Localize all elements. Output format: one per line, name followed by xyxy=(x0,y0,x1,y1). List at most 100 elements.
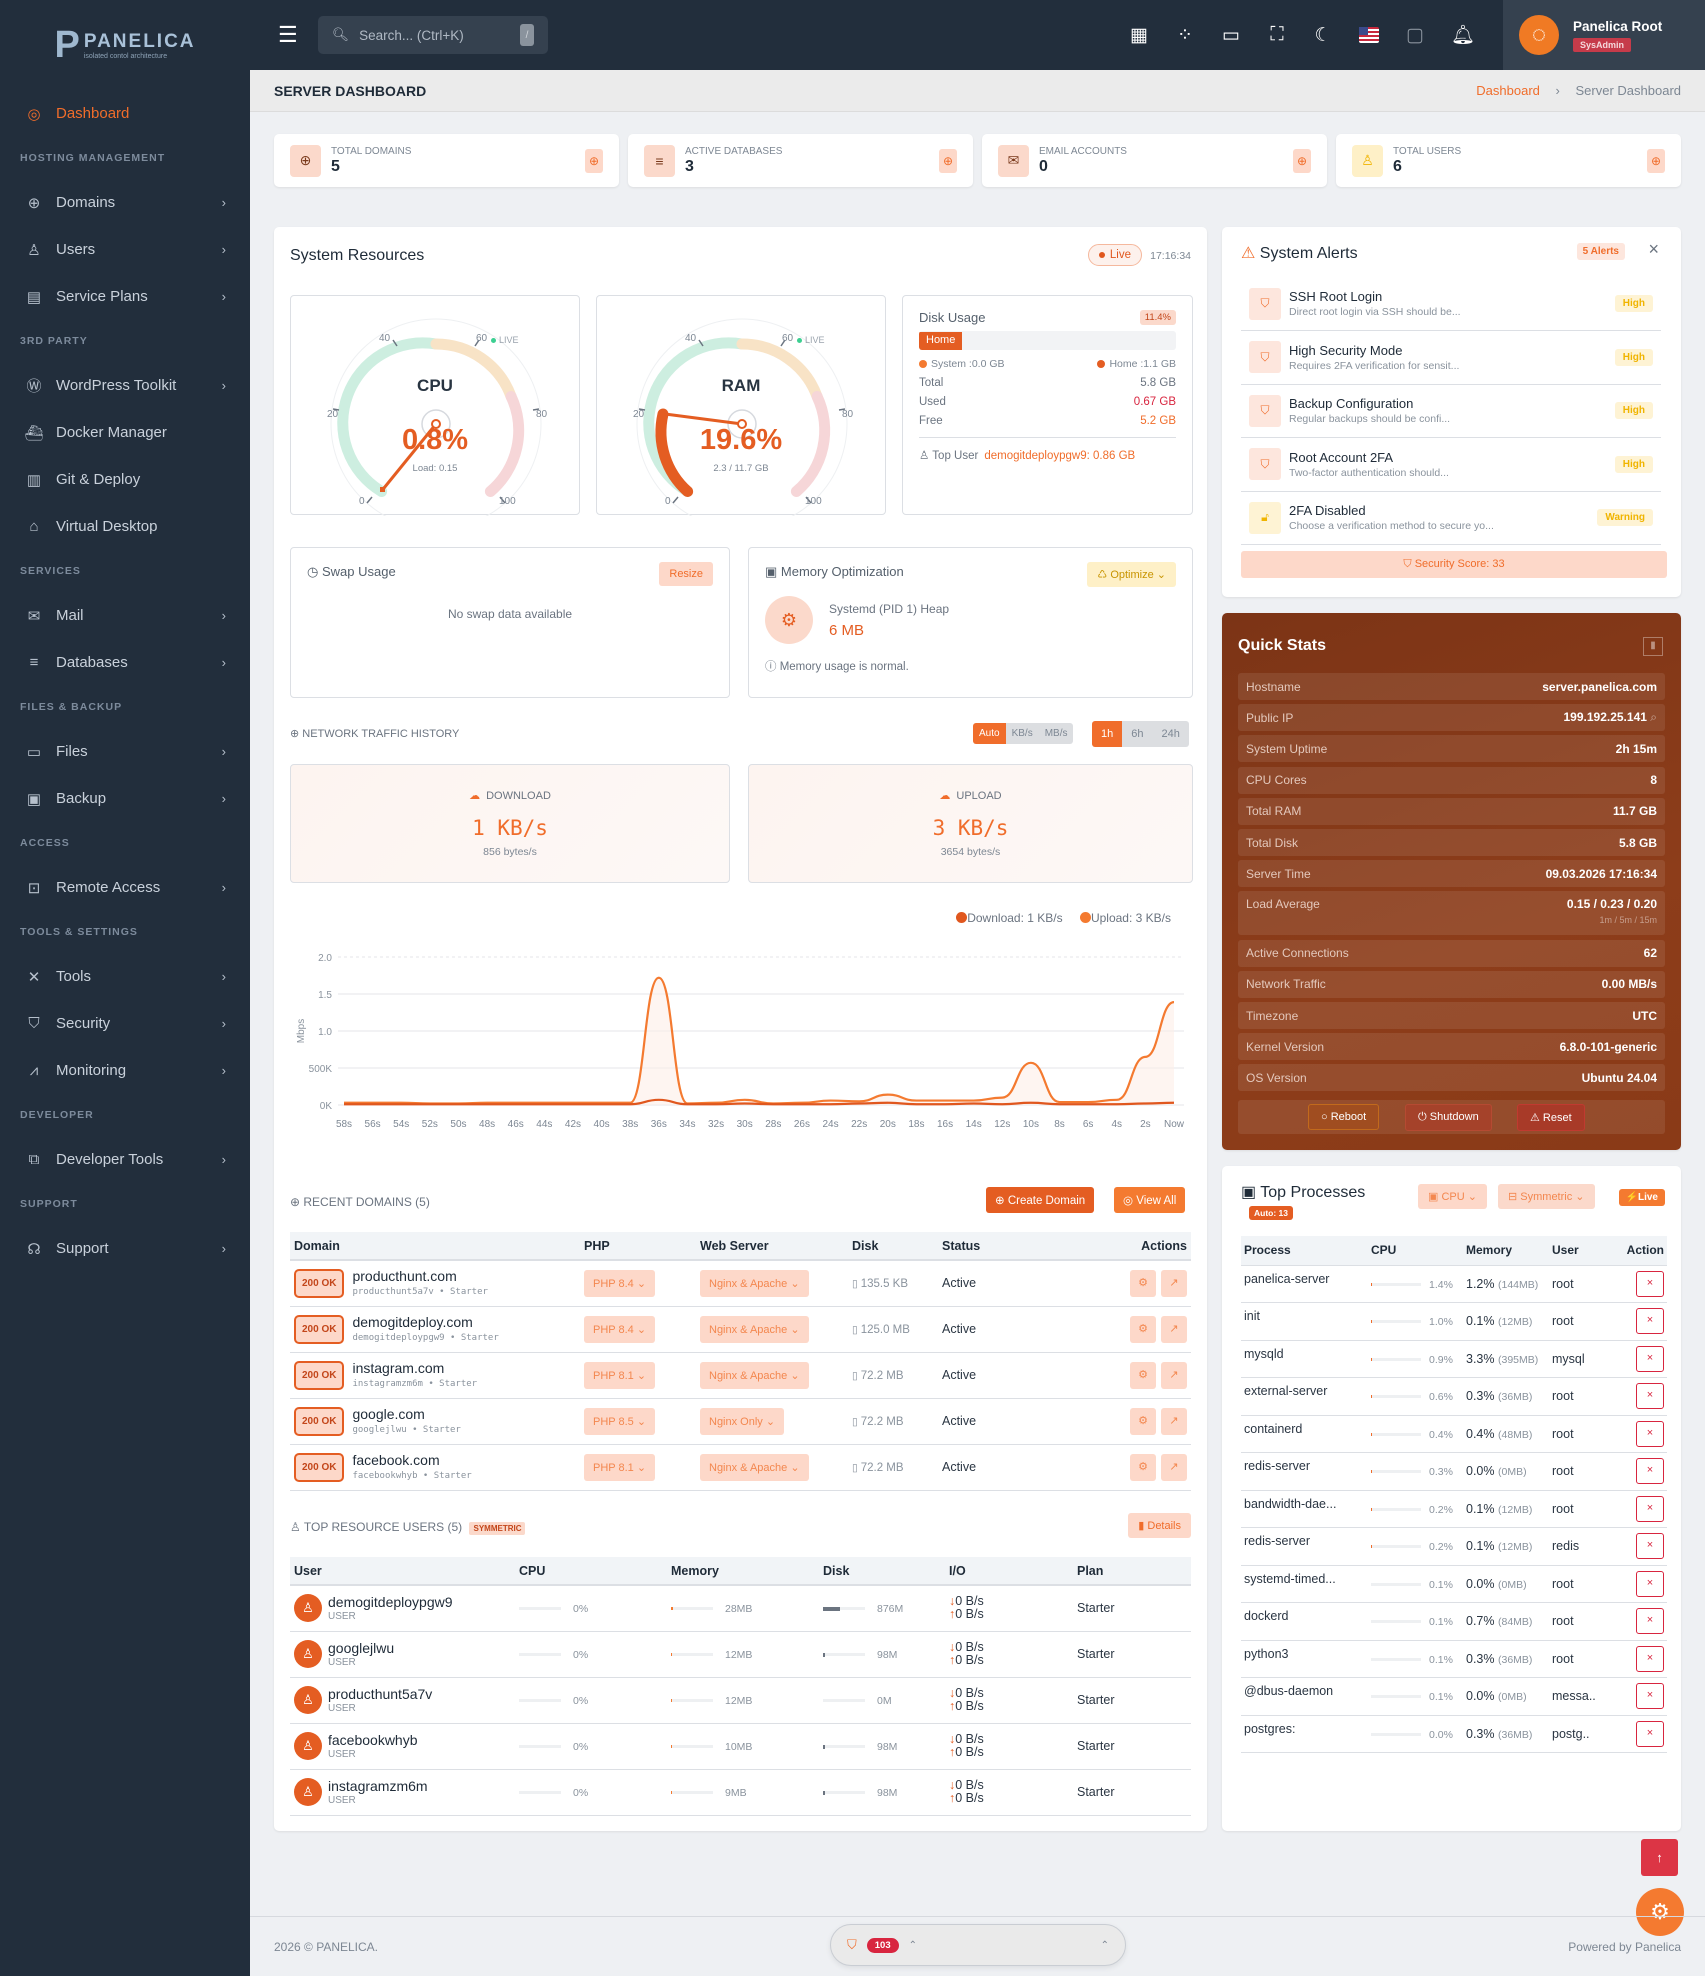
domain-settings-button[interactable]: ⚙ xyxy=(1130,1315,1156,1343)
alert-item[interactable]: 🔓︎ 2FA Disabled Choose a verification meth… xyxy=(1241,491,1661,545)
range-24h[interactable]: 24h xyxy=(1152,721,1189,747)
range-1h[interactable]: 1h xyxy=(1092,721,1123,747)
unit-auto[interactable]: Auto xyxy=(973,723,1006,744)
add-email-button[interactable]: ⊕ xyxy=(1293,148,1311,173)
kill-process-button[interactable]: × xyxy=(1636,1420,1664,1447)
php-version-dropdown[interactable]: PHP 8.5 ⌄ xyxy=(584,1407,656,1435)
lookup-icon[interactable]: ⌕ xyxy=(1650,710,1657,725)
kill-process-button[interactable]: × xyxy=(1636,1308,1664,1335)
sidebar-item-remote-access[interactable]: ⊡ Remote Access › xyxy=(0,864,250,911)
sort-cpu-dropdown[interactable]: ▣ CPU ⌄ xyxy=(1418,1184,1487,1209)
resource-user-name[interactable]: demogitdeploypgw9 xyxy=(328,1594,453,1611)
sidebar-item-domains[interactable]: ⊕ Domains › xyxy=(0,179,250,226)
add-domain-button[interactable]: ⊕ xyxy=(585,148,603,173)
kill-process-button[interactable]: × xyxy=(1636,1383,1664,1410)
col-user[interactable]: User xyxy=(1549,1236,1609,1266)
kill-process-button[interactable]: × xyxy=(1636,1533,1664,1560)
resource-user-name[interactable]: googlejlwu xyxy=(328,1640,395,1656)
col-io[interactable]: I/O xyxy=(945,1557,1073,1586)
domain-settings-button[interactable]: ⚙ xyxy=(1130,1269,1156,1297)
open-external-button[interactable]: ↗ xyxy=(1161,1453,1187,1481)
close-icon[interactable]: × xyxy=(1648,239,1659,259)
php-version-dropdown[interactable]: PHP 8.1 ⌄ xyxy=(584,1361,656,1389)
sidebar-item-files[interactable]: ▭ Files › xyxy=(0,728,250,775)
range-6h[interactable]: 6h xyxy=(1122,721,1153,747)
bar-chart-icon[interactable]: ▮ xyxy=(1643,637,1663,656)
resource-user-name[interactable]: facebookwhyb xyxy=(328,1732,418,1748)
open-external-button[interactable]: ↗ xyxy=(1161,1269,1187,1297)
chevron-up-icon[interactable]: ⌃ xyxy=(908,1939,918,1951)
web-server-dropdown[interactable]: Nginx Only ⌄ xyxy=(700,1407,785,1435)
php-version-dropdown[interactable]: PHP 8.4 ⌄ xyxy=(584,1315,656,1343)
resource-user-name[interactable]: producthunt5a7v xyxy=(328,1686,433,1702)
reboot-button[interactable]: ○ Reboot xyxy=(1308,1104,1380,1130)
settings-fab-button[interactable]: ⚙ xyxy=(1636,1888,1684,1936)
monitor-icon[interactable]: ▭ xyxy=(1222,24,1240,46)
sidebar-item-security[interactable]: ⛉ Security › xyxy=(0,1000,250,1047)
sidebar-item-mail[interactable]: ✉ Mail › xyxy=(0,592,250,639)
sidebar-item-git-deploy[interactable]: ▥ Git & Deploy xyxy=(0,456,250,503)
kill-process-button[interactable]: × xyxy=(1636,1345,1664,1372)
open-external-button[interactable]: ↗ xyxy=(1161,1361,1187,1389)
col-memory[interactable]: Memory xyxy=(1463,1236,1549,1266)
alert-item[interactable]: ⛉ Root Account 2FA Two-factor authenticati… xyxy=(1241,438,1661,492)
apps-icon[interactable]: ⁘ xyxy=(1177,24,1193,46)
kill-process-button[interactable]: × xyxy=(1636,1608,1664,1635)
sticky-note-icon[interactable]: ▢ xyxy=(1406,24,1424,46)
sidebar-item-service-plans[interactable]: ▤ Service Plans › xyxy=(0,273,250,320)
kill-process-button[interactable]: × xyxy=(1636,1683,1664,1710)
fullscreen-icon[interactable]: ⛶ xyxy=(1270,24,1284,45)
resource-user-name[interactable]: instagramzm6m xyxy=(328,1778,428,1794)
kill-process-button[interactable]: × xyxy=(1636,1270,1664,1297)
web-server-dropdown[interactable]: Nginx & Apache ⌄ xyxy=(700,1315,809,1343)
domain-name[interactable]: producthunt.com xyxy=(352,1268,457,1285)
domain-name[interactable]: demogitdeploy.com xyxy=(352,1314,473,1331)
web-server-dropdown[interactable]: Nginx & Apache ⌄ xyxy=(700,1361,809,1389)
domain-name[interactable]: instagram.com xyxy=(352,1360,445,1377)
reset-button[interactable]: ⚠ Reset xyxy=(1517,1104,1585,1131)
kill-process-button[interactable]: × xyxy=(1636,1645,1664,1672)
col-status[interactable]: Status xyxy=(938,1232,1039,1261)
web-server-dropdown[interactable]: Nginx & Apache ⌄ xyxy=(700,1453,809,1481)
sidebar-item-dashboard[interactable]: ◎ Dashboard xyxy=(0,90,250,137)
col-disk[interactable]: Disk xyxy=(848,1232,938,1261)
us-flag-icon[interactable] xyxy=(1359,27,1379,43)
alert-item[interactable]: ⛉ High Security Mode Requires 2FA verifica… xyxy=(1241,331,1661,385)
col-user[interactable]: User xyxy=(290,1557,515,1586)
sidebar-item-monitoring[interactable]: ⩘ Monitoring › xyxy=(0,1047,250,1094)
open-external-button[interactable]: ↗ xyxy=(1161,1315,1187,1343)
unit-mbs[interactable]: MB/s xyxy=(1038,723,1074,744)
expand-dock-icon[interactable]: ⌃ xyxy=(1100,1939,1109,1951)
sidebar-item-users[interactable]: ♙ Users › xyxy=(0,226,250,273)
col-web-server[interactable]: Web Server xyxy=(696,1232,848,1261)
breadcrumb-link-dashboard[interactable]: Dashboard xyxy=(1476,83,1540,98)
domain-settings-button[interactable]: ⚙ xyxy=(1130,1453,1156,1481)
col-plan[interactable]: Plan xyxy=(1073,1557,1191,1586)
col-memory[interactable]: Memory xyxy=(667,1557,819,1586)
optimize-dropdown-button[interactable]: ♺ Optimize ⌄ xyxy=(1087,562,1176,587)
bell-icon[interactable]: 🔔︎ xyxy=(1451,25,1476,46)
domain-settings-button[interactable]: ⚙ xyxy=(1130,1361,1156,1389)
sidebar-item-support[interactable]: ☊ Support › xyxy=(0,1225,250,1272)
php-version-dropdown[interactable]: PHP 8.4 ⌄ xyxy=(584,1269,656,1297)
logo[interactable]: P PANELICA isolated contol architecture xyxy=(0,0,250,90)
php-version-dropdown[interactable]: PHP 8.1 ⌄ xyxy=(584,1453,656,1481)
view-all-domains-button[interactable]: ◎ View All xyxy=(1114,1187,1186,1213)
user-profile[interactable]: ◌ Panelica Root SysAdmin xyxy=(1503,0,1705,70)
add-user-button[interactable]: ⊕ xyxy=(1647,148,1665,173)
col-disk[interactable]: Disk xyxy=(819,1557,945,1586)
domain-settings-button[interactable]: ⚙ xyxy=(1130,1407,1156,1435)
sidebar-item-wordpress-toolkit[interactable]: Ⓦ WordPress Toolkit › xyxy=(0,362,250,409)
sidebar-item-tools[interactable]: ✕ Tools › xyxy=(0,953,250,1000)
kill-process-button[interactable]: × xyxy=(1636,1720,1664,1747)
sidebar-item-databases[interactable]: ≡ Databases › xyxy=(0,639,250,686)
col-php[interactable]: PHP xyxy=(580,1232,696,1261)
sidebar-item-backup[interactable]: ▣ Backup › xyxy=(0,775,250,822)
menu-toggle-icon[interactable]: ☰ xyxy=(278,22,298,47)
web-server-dropdown[interactable]: Nginx & Apache ⌄ xyxy=(700,1269,809,1297)
security-score-bar[interactable]: ⛉ Security Score: 33 xyxy=(1241,551,1667,578)
shutdown-button[interactable]: ⏻ Shutdown xyxy=(1405,1104,1492,1131)
kill-process-button[interactable]: × xyxy=(1636,1458,1664,1485)
details-button[interactable]: ▮ Details xyxy=(1128,1513,1191,1538)
kill-process-button[interactable]: × xyxy=(1636,1495,1664,1522)
